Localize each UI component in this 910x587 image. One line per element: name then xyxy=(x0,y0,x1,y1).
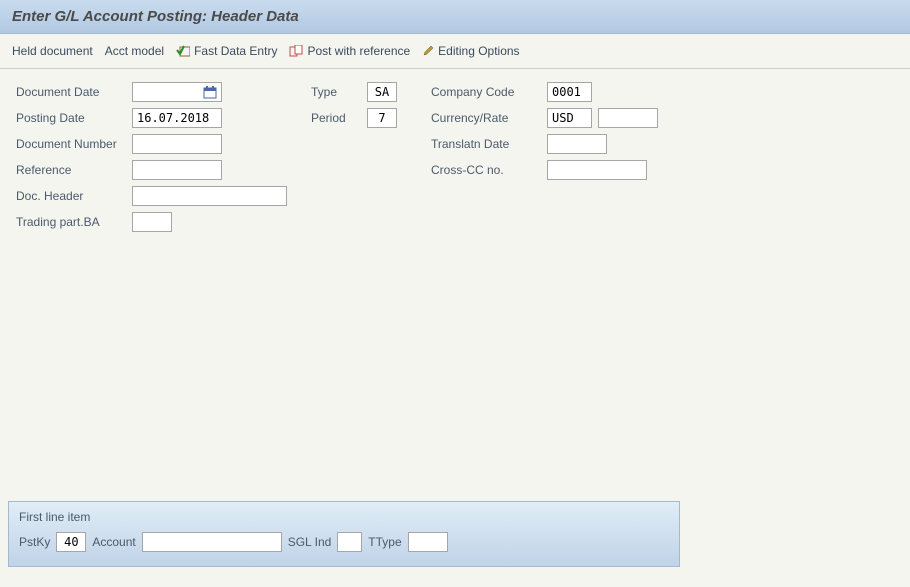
type-label: Type xyxy=(311,85,361,99)
posting-date-input[interactable] xyxy=(132,108,222,128)
acct-model-button[interactable]: Acct model xyxy=(105,44,164,58)
form-col-2: Type Period xyxy=(311,81,397,233)
trading-part-label: Trading part.BA xyxy=(16,215,126,229)
post-reference-icon xyxy=(289,45,303,57)
document-number-input[interactable] xyxy=(132,134,222,154)
period-label: Period xyxy=(311,111,361,125)
rate-input[interactable] xyxy=(598,108,658,128)
doc-header-label: Doc. Header xyxy=(16,189,126,203)
translatn-date-input[interactable] xyxy=(547,134,607,154)
form-col-1: Document Date Posting Date Document Numb… xyxy=(16,81,287,233)
form-content: Document Date Posting Date Document Numb… xyxy=(0,69,910,245)
reference-label: Reference xyxy=(16,163,126,177)
period-input[interactable] xyxy=(367,108,397,128)
post-with-reference-button[interactable]: Post with reference xyxy=(289,44,410,58)
reference-input[interactable] xyxy=(132,160,222,180)
pstky-label: PstKy xyxy=(19,535,50,549)
check-table-icon xyxy=(176,45,190,57)
company-code-label: Company Code xyxy=(431,85,541,99)
form-grid: Document Date Posting Date Document Numb… xyxy=(16,81,894,233)
doc-header-input[interactable] xyxy=(132,186,287,206)
currency-rate-label: Currency/Rate xyxy=(431,111,541,125)
panel-title: First line item xyxy=(19,510,669,524)
fast-data-entry-label: Fast Data Entry xyxy=(194,44,277,58)
trading-part-input[interactable] xyxy=(132,212,172,232)
pstky-input[interactable] xyxy=(56,532,86,552)
document-date-label: Document Date xyxy=(16,85,126,99)
ttype-label: TType xyxy=(368,535,401,549)
title-bar: Enter G/L Account Posting: Header Data xyxy=(0,0,910,34)
ttype-input[interactable] xyxy=(408,532,448,552)
translatn-date-label: Translatn Date xyxy=(431,137,541,151)
document-date-input[interactable] xyxy=(132,82,222,102)
held-document-button[interactable]: Held document xyxy=(12,44,93,58)
first-line-item-panel: First line item PstKy Account SGL Ind TT… xyxy=(8,501,680,567)
account-label: Account xyxy=(92,535,135,549)
page-title: Enter G/L Account Posting: Header Data xyxy=(12,8,898,25)
post-with-reference-label: Post with reference xyxy=(307,44,410,58)
posting-date-label: Posting Date xyxy=(16,111,126,125)
sgl-ind-input[interactable] xyxy=(337,532,362,552)
editing-options-label: Editing Options xyxy=(438,44,519,58)
editing-options-button[interactable]: Editing Options xyxy=(422,44,519,58)
currency-input[interactable] xyxy=(547,108,592,128)
document-number-label: Document Number xyxy=(16,137,126,151)
fast-data-entry-button[interactable]: Fast Data Entry xyxy=(176,44,277,58)
calendar-icon xyxy=(203,85,217,99)
company-code-input[interactable] xyxy=(547,82,592,102)
cross-cc-input[interactable] xyxy=(547,160,647,180)
type-input[interactable] xyxy=(367,82,397,102)
pencil-icon xyxy=(422,45,434,57)
sgl-ind-label: SGL Ind xyxy=(288,535,332,549)
cross-cc-label: Cross-CC no. xyxy=(431,163,541,177)
toolbar: Held document Acct model Fast Data Entry… xyxy=(0,34,910,69)
panel-row: PstKy Account SGL Ind TType xyxy=(19,532,669,552)
form-col-3: Company Code Currency/Rate Translatn Dat… xyxy=(431,81,658,233)
account-input[interactable] xyxy=(142,532,282,552)
